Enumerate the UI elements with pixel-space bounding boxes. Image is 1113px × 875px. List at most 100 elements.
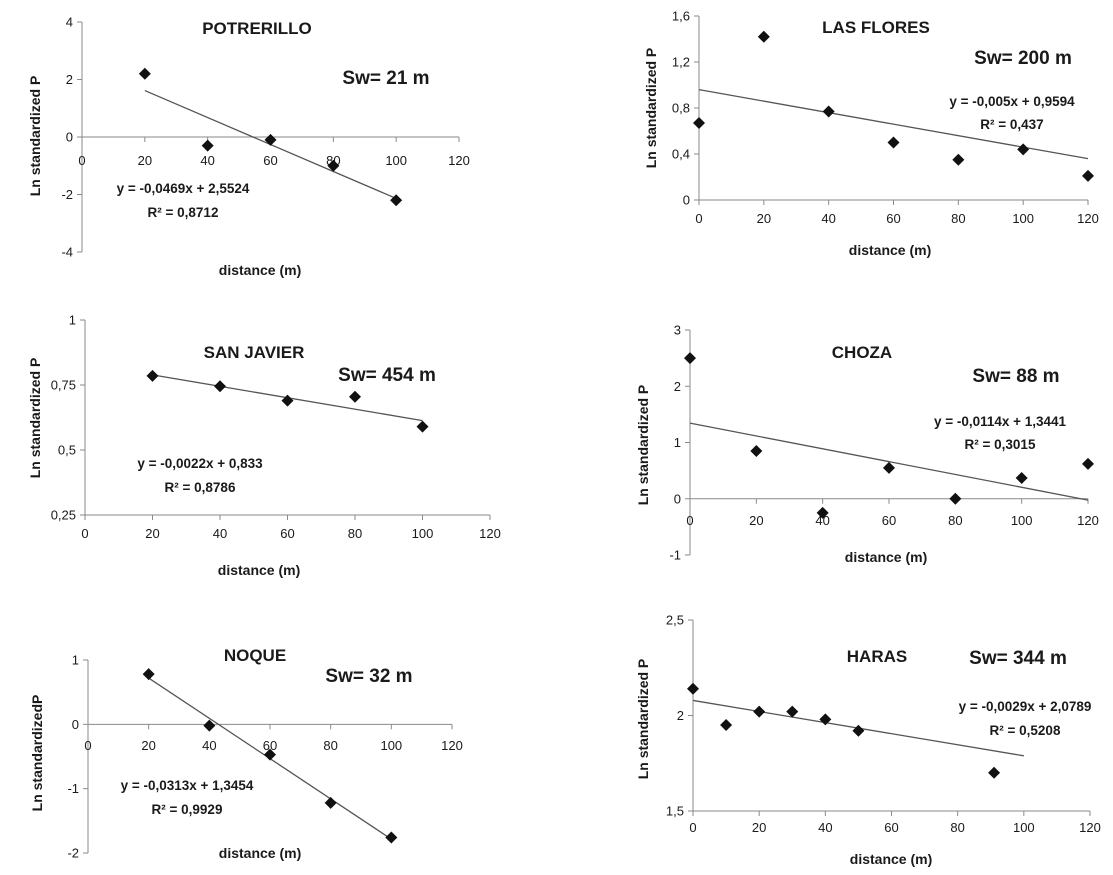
y-tick-label: -4 <box>61 245 73 260</box>
y-tick-label: 1 <box>674 435 681 450</box>
data-point <box>327 159 340 172</box>
x-axis-label: distance (m) <box>849 242 931 258</box>
y-tick-label: 0,8 <box>672 101 690 116</box>
r-squared-label: R² = 0,9929 <box>152 802 223 817</box>
x-tick-label: 0 <box>78 153 85 168</box>
x-tick-label: 100 <box>385 153 407 168</box>
regression-equation: y = -0,0114x + 1,3441 <box>934 414 1067 429</box>
y-tick-label: 1,6 <box>672 9 690 24</box>
x-tick-label: 60 <box>884 820 898 835</box>
y-tick-label: -1 <box>669 548 681 563</box>
r-squared-label: R² = 0,5208 <box>990 723 1061 738</box>
r-squared-label: R² = 0,3015 <box>965 437 1036 452</box>
y-tick-label: 0 <box>72 717 79 732</box>
y-axis-label: Ln standardizedP <box>29 695 45 812</box>
y-tick-label: 0,5 <box>58 443 76 458</box>
x-tick-label: 60 <box>886 211 900 226</box>
data-point <box>138 67 151 80</box>
x-tick-label: 0 <box>81 526 88 541</box>
x-axis-label: distance (m) <box>219 262 301 278</box>
regression-equation: y = -0,0029x + 2,0789 <box>959 699 1092 714</box>
data-point <box>687 682 699 695</box>
x-tick-label: 60 <box>280 526 294 541</box>
x-tick-label: 40 <box>821 211 835 226</box>
x-tick-label: 20 <box>752 820 766 835</box>
data-point <box>816 506 829 519</box>
x-tick-label: 20 <box>138 153 152 168</box>
x-tick-label: 80 <box>948 513 962 528</box>
data-point <box>822 105 835 118</box>
r-squared-label: R² = 0,8712 <box>148 205 219 220</box>
chart-title: LAS FLORES <box>822 18 930 37</box>
y-axis-label: Ln standardized P <box>643 48 659 169</box>
data-point <box>819 713 832 726</box>
data-point <box>693 116 705 129</box>
y-tick-label: -2 <box>61 187 73 202</box>
y-tick-label: 2,5 <box>666 613 684 628</box>
sw-label: Sw= 88 m <box>972 366 1059 387</box>
x-tick-label: 120 <box>479 526 501 541</box>
x-axis-label: distance (m) <box>845 549 927 565</box>
data-point <box>684 352 696 365</box>
x-tick-label: 40 <box>200 153 214 168</box>
x-axis-label: distance (m) <box>218 562 300 578</box>
y-tick-label: 4 <box>66 15 73 30</box>
y-tick-label: 0 <box>674 491 681 506</box>
chart-title: SAN JAVIER <box>204 343 305 362</box>
data-point <box>390 194 403 207</box>
data-point <box>146 369 159 382</box>
x-tick-label: 20 <box>749 513 763 528</box>
regression-equation: y = -0,0469x + 2,5524 <box>117 181 250 196</box>
x-tick-label: 40 <box>815 513 829 528</box>
x-tick-label: 120 <box>1079 820 1101 835</box>
data-point <box>753 705 766 718</box>
data-point <box>264 133 277 146</box>
x-tick-label: 40 <box>213 526 227 541</box>
y-tick-label: 1 <box>69 313 76 328</box>
x-axis-label: distance (m) <box>850 851 932 867</box>
y-tick-label: 0,25 <box>51 508 76 523</box>
x-tick-label: 80 <box>348 526 362 541</box>
x-tick-label: 120 <box>1077 211 1099 226</box>
data-point <box>720 719 733 732</box>
y-tick-label: 1,2 <box>672 55 690 70</box>
data-point <box>786 705 799 718</box>
y-tick-label: 3 <box>674 323 681 338</box>
chart-panel-haras: 1,5 2 2,5 0 20 40 60 80 100 120 HARAS Sw= 344 m y = … <box>635 613 1101 868</box>
sw-label: Sw= 21 m <box>342 68 429 89</box>
data-point <box>952 153 965 166</box>
y-tick-label: 0 <box>66 130 73 145</box>
x-tick-label: 60 <box>882 513 896 528</box>
y-tick-label: -2 <box>67 846 79 861</box>
x-tick-label: 100 <box>1013 820 1035 835</box>
x-tick-label: 80 <box>950 820 964 835</box>
data-point <box>349 390 361 403</box>
x-tick-label: 40 <box>818 820 832 835</box>
x-tick-label: 0 <box>84 738 91 753</box>
sw-label: Sw= 344 m <box>969 648 1067 669</box>
x-tick-label: 60 <box>263 738 277 753</box>
data-point <box>1082 169 1094 182</box>
x-tick-label: 80 <box>323 738 337 753</box>
data-point <box>281 394 294 407</box>
data-point <box>883 461 895 474</box>
chart-title: CHOZA <box>832 343 892 362</box>
data-point <box>214 380 226 393</box>
y-axis-label: Ln standardized P <box>635 659 651 780</box>
data-point <box>1017 143 1030 156</box>
chart-panel-potrerillo: -4-2024020406080100120POTRERILLOSw= 21 m… <box>27 15 470 279</box>
y-tick-label: 1 <box>72 653 79 668</box>
y-tick-label: 2 <box>66 72 73 87</box>
data-point <box>949 492 962 505</box>
x-axis-label: distance (m) <box>219 845 301 861</box>
regression-equation: y = -0,005x + 0,9594 <box>949 94 1075 109</box>
data-point <box>1015 471 1028 484</box>
sw-label: Sw= 32 m <box>325 666 412 687</box>
data-point <box>750 444 763 457</box>
r-squared-label: R² = 0,437 <box>980 117 1043 132</box>
x-tick-label: 100 <box>1011 513 1033 528</box>
y-tick-label: 0,4 <box>672 147 690 162</box>
chart-panel-choza: -1 0 1 2 3 0 20 40 60 80 100 120 CHOZA Sw= 88 m y = -0… <box>635 323 1099 566</box>
